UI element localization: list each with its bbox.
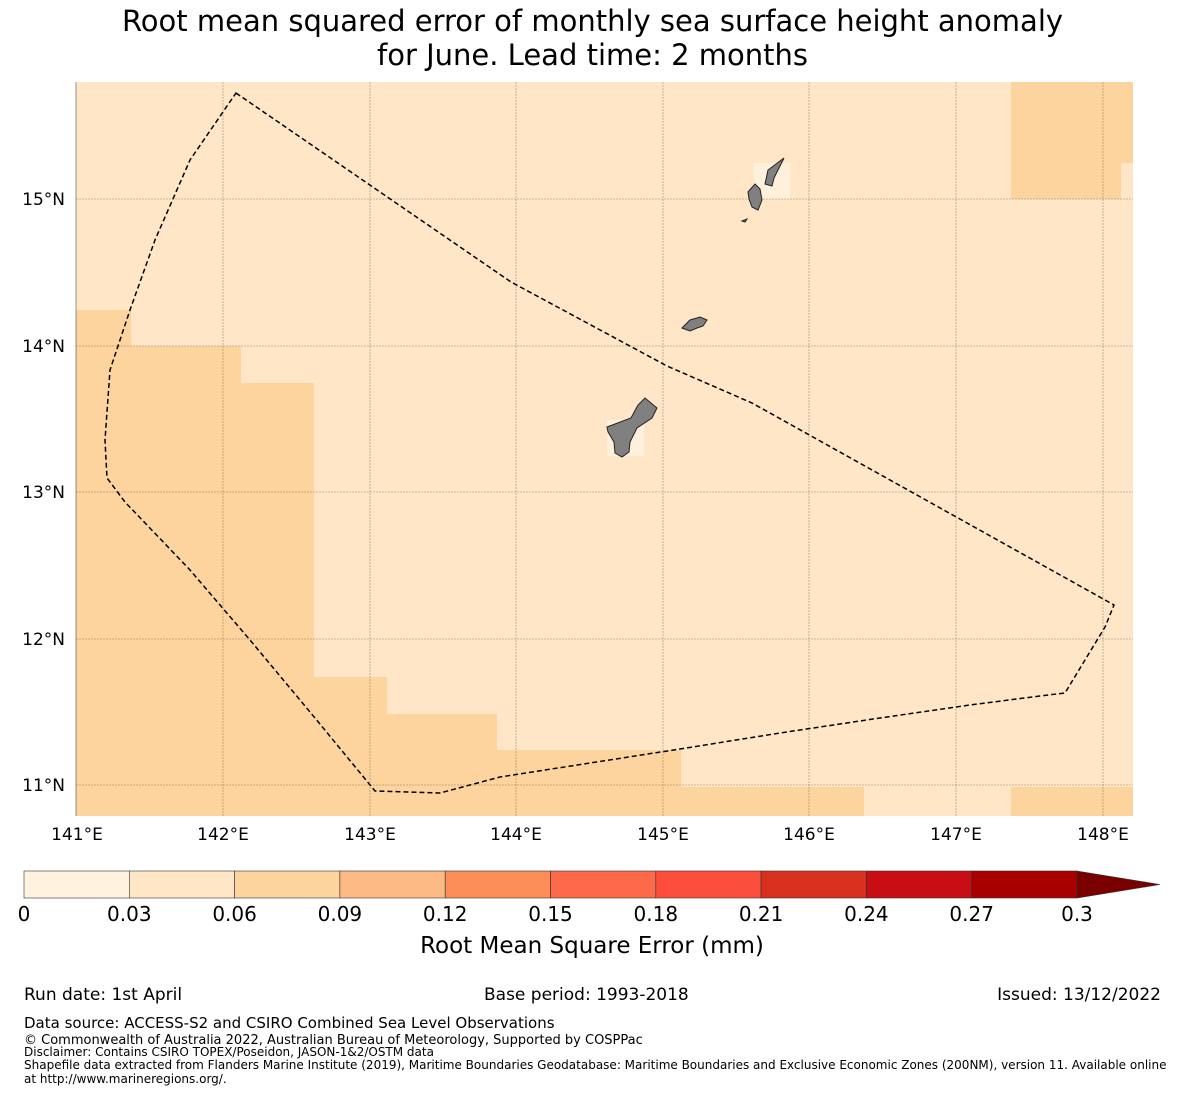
- base-period: Base period: 1993-2018: [484, 985, 689, 1005]
- run-date: Run date: 1st April: [24, 985, 183, 1005]
- land-islands: [606, 157, 785, 458]
- colorbar-bin: [655, 870, 762, 899]
- rmse-cell: [1011, 787, 1133, 816]
- colorbar-extend-arrow: [1076, 870, 1161, 899]
- colorbar-tick-label: 0.15: [528, 902, 573, 926]
- colorbar-tick-label: 0: [18, 902, 31, 926]
- map-title: Root mean squared error of monthly sea s…: [0, 4, 1185, 72]
- lat-tick-label: 11°N: [22, 776, 65, 796]
- colorbar-bin: [971, 870, 1078, 899]
- eez-boundary: [104, 91, 1115, 794]
- rmse-cell: [387, 714, 497, 816]
- colorbar: 0 0.03 0.06 0.09 0.12 0.15 0.18 0.21 0.2…: [18, 870, 1161, 959]
- rmse-cell: [681, 787, 864, 816]
- title-line-2: for June. Lead time: 2 months: [377, 38, 808, 72]
- saipan-island: [764, 157, 785, 187]
- rota-island: [681, 316, 708, 332]
- copyright: © Commonwealth of Australia 2022, Austra…: [24, 1033, 643, 1048]
- shapefile-credit-1: Shapefile data extracted from Flanders M…: [24, 1058, 1167, 1072]
- lat-tick-label: 12°N: [22, 630, 65, 650]
- colorbar-bin: [760, 870, 867, 899]
- lat-tick-label: 13°N: [22, 483, 65, 503]
- colorbar-tick-label: 0.09: [318, 902, 363, 926]
- lon-tick-label: 141°E: [51, 825, 103, 845]
- lat-tick-label: 15°N: [22, 190, 65, 210]
- guam-island: [606, 397, 658, 458]
- colorbar-label: Root Mean Square Error (mm): [420, 933, 764, 959]
- lon-tick-label: 147°E: [930, 825, 982, 845]
- rmse-cell: [497, 750, 681, 816]
- gridlines: [76, 82, 1133, 816]
- colorbar-bin: [234, 870, 341, 899]
- lat-tick-label: 14°N: [22, 337, 65, 357]
- rmse-cell: [314, 677, 387, 816]
- colorbar-tick-label: 0.27: [949, 902, 994, 926]
- colorbar-segments: [23, 870, 1161, 899]
- lon-tick-label: 148°E: [1077, 825, 1129, 845]
- colorbar-bin: [444, 870, 551, 899]
- lon-tick-label: 144°E: [490, 825, 542, 845]
- tinian-island: [747, 183, 763, 211]
- title-line-1: Root mean squared error of monthly sea s…: [121, 4, 1064, 38]
- colorbar-tick-label: 0.24: [844, 902, 889, 926]
- lon-tick-label: 143°E: [344, 825, 396, 845]
- lon-tick-label: 145°E: [637, 825, 689, 845]
- colorbar-tick-label: 0.06: [212, 902, 257, 926]
- colorbar-tick-label: 0.18: [634, 902, 679, 926]
- rmse-cell: [241, 383, 314, 816]
- colorbar-bin: [129, 870, 235, 899]
- rmse-cell: [1121, 82, 1133, 163]
- rmse-cell: [1011, 82, 1121, 199]
- lon-tick-labels: 141°E 142°E 143°E 144°E 145°E 146°E 147°…: [51, 825, 1129, 845]
- colorbar-bin: [550, 870, 657, 899]
- colorbar-tick-label: 0.21: [739, 902, 784, 926]
- lon-tick-label: 146°E: [783, 825, 835, 845]
- colorbar-ticks: 0 0.03 0.06 0.09 0.12 0.15 0.18 0.21 0.2…: [18, 902, 1093, 926]
- rmse-cells-high: [76, 82, 1133, 816]
- rmse-cell: [131, 346, 241, 816]
- colorbar-bin: [339, 870, 446, 899]
- data-source: Data source: ACCESS-S2 and CSIRO Combine…: [24, 1014, 555, 1032]
- lon-tick-label: 142°E: [197, 825, 249, 845]
- colorbar-tick-label: 0.03: [107, 902, 152, 926]
- shapefile-credit-2: at http://www.marineregions.org/.: [24, 1072, 227, 1086]
- aguijan-island: [740, 217, 749, 223]
- lat-tick-labels: 15°N 14°N 13°N 12°N 11°N: [22, 190, 65, 796]
- issued-date: Issued: 13/12/2022: [997, 985, 1161, 1005]
- disclaimer: Disclaimer: Contains CSIRO TOPEX/Poseido…: [24, 1045, 434, 1059]
- colorbar-bin: [866, 870, 973, 899]
- rmse-cell: [76, 310, 131, 816]
- colorbar-tick-label: 0.3: [1061, 902, 1093, 926]
- colorbar-bin: [23, 870, 130, 899]
- colorbar-tick-label: 0.12: [423, 902, 468, 926]
